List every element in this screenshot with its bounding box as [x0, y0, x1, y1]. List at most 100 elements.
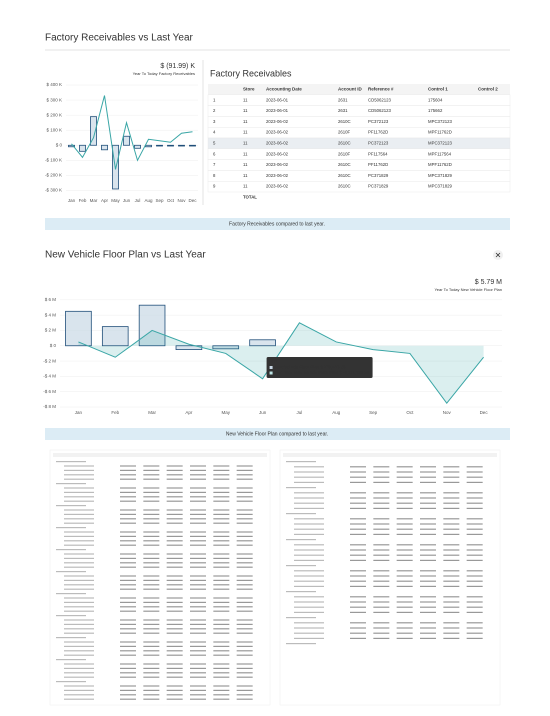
report-line [56, 505, 86, 507]
report-value [143, 469, 160, 471]
report-line [64, 650, 94, 652]
report-line [64, 628, 94, 630]
report-value [443, 497, 460, 499]
table-row [207, 94, 511, 106]
report-value [120, 685, 136, 687]
report-value [236, 663, 253, 665]
report-value [166, 557, 183, 559]
table-cell: 3 [213, 119, 216, 124]
report-line [294, 570, 324, 572]
report-value [143, 478, 160, 480]
report-value [143, 623, 160, 625]
report-value [166, 562, 183, 564]
bar [123, 135, 130, 146]
report-value [443, 559, 460, 561]
x-tick-label: Jan [75, 410, 83, 415]
report-value [120, 487, 136, 489]
report-value [236, 579, 253, 581]
report-value [466, 627, 483, 629]
report-value [143, 513, 160, 515]
report-value [350, 492, 366, 494]
y-tick-label: -$ 100 K [45, 158, 62, 163]
table-cell: 2610C [338, 173, 351, 178]
report-value [236, 540, 253, 542]
report-line [64, 562, 94, 564]
bar [90, 116, 97, 146]
report-value [443, 523, 460, 525]
report-value [443, 533, 460, 535]
report-value [166, 632, 183, 634]
report-line [294, 627, 324, 629]
report-value [443, 637, 460, 639]
report-value [190, 623, 206, 625]
report-value [166, 689, 183, 691]
report-value [236, 597, 253, 599]
table-cell: 9 [213, 184, 216, 189]
y-tick-label: $ 2 M [45, 328, 57, 333]
report-value [350, 596, 366, 598]
report-value [236, 513, 253, 515]
report-value [166, 496, 183, 498]
report-value [120, 469, 136, 471]
report-line [294, 533, 324, 535]
report-value [443, 544, 460, 546]
report-value [166, 623, 183, 625]
kpi-value: $ (91.99) K [160, 63, 195, 70]
table-cell: 2023-06-01 [266, 97, 289, 102]
table-cell: 2 [213, 108, 216, 113]
report-value [236, 557, 253, 559]
report-value [143, 465, 160, 467]
report-line [294, 497, 324, 499]
report-line [64, 623, 94, 625]
report-value [236, 610, 253, 612]
report-value [143, 663, 160, 665]
report-line [294, 611, 324, 613]
report-value [350, 570, 366, 572]
report-line [64, 579, 94, 581]
report-value [236, 654, 253, 656]
report-line [56, 461, 86, 463]
report-value [120, 474, 136, 476]
report-value [143, 689, 160, 691]
report-line [294, 622, 324, 624]
report-value [373, 497, 390, 499]
report-value [213, 694, 230, 696]
report-value [213, 689, 230, 691]
report-line [294, 575, 324, 577]
report-value [236, 641, 253, 643]
report-line [64, 557, 94, 559]
column-header: Control 2 [478, 87, 498, 92]
report-value [420, 601, 436, 603]
report-value [236, 544, 253, 546]
report-value [420, 585, 436, 587]
report-value [236, 694, 253, 696]
report-value [166, 663, 183, 665]
report-line [294, 471, 324, 473]
report-value [236, 698, 253, 700]
report-value [120, 535, 136, 537]
bar [249, 339, 276, 347]
report-line [64, 553, 94, 555]
area [78, 322, 484, 404]
report-value [213, 619, 230, 621]
report-value [236, 606, 253, 608]
close-icon[interactable] [495, 252, 501, 258]
report-value [350, 611, 366, 613]
tooltip-line: Last Year New Vehicle Floor Plan $ -4,31… [275, 370, 370, 375]
report-line [64, 663, 94, 665]
close-button[interactable] [493, 250, 503, 260]
report-line [64, 619, 94, 621]
report-line [64, 469, 94, 471]
report-value [166, 478, 183, 480]
report-line [64, 689, 94, 691]
report-value [236, 509, 253, 511]
report-value [350, 476, 366, 478]
report-value [466, 611, 483, 613]
caption-bar [45, 428, 510, 440]
report-value [190, 469, 206, 471]
report-line [64, 478, 94, 480]
report-line [64, 606, 94, 608]
report-value [443, 601, 460, 603]
report-line [294, 601, 324, 603]
table-cell: 2023-06-02 [266, 184, 289, 189]
